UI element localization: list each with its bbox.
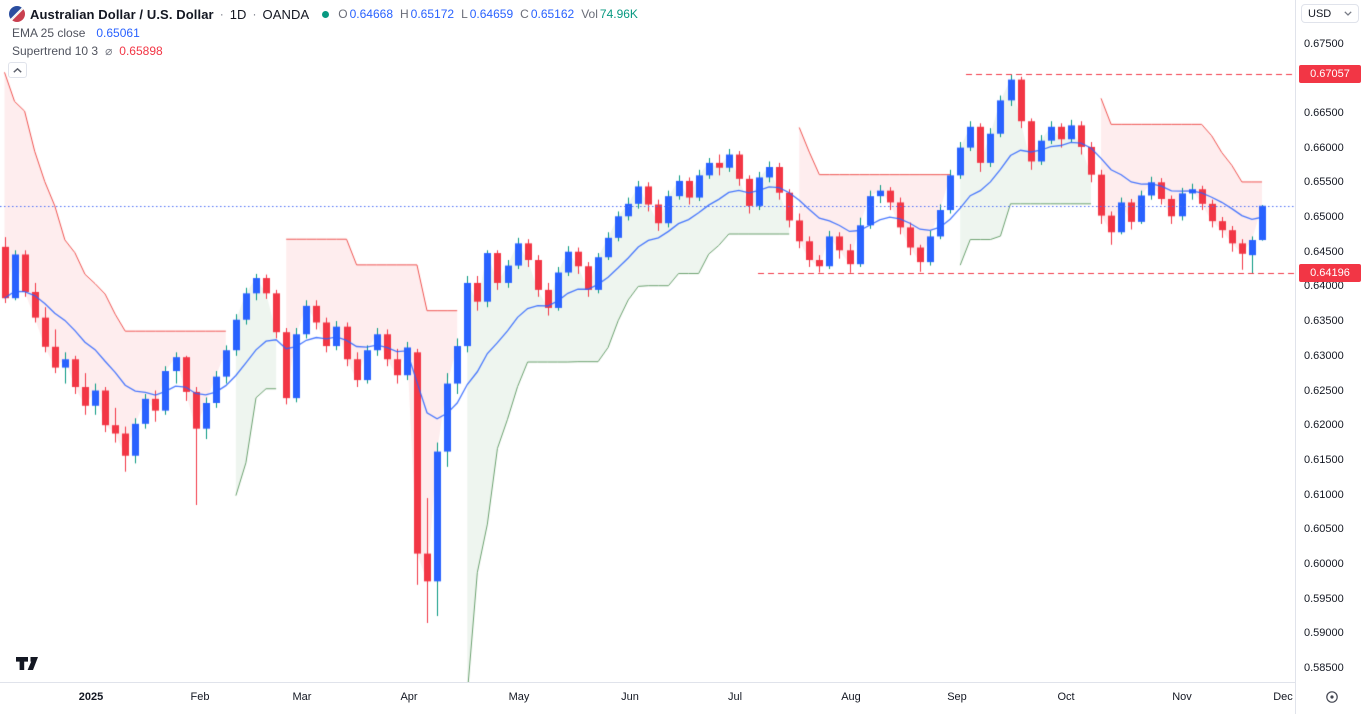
symbol-icon [9,6,25,22]
currency-dropdown[interactable]: USD [1301,4,1359,23]
ema-indicator-row[interactable]: EMA 25 close 0.65061 [8,25,143,41]
price-tick-label: 0.65500 [1304,176,1344,189]
time-tick-label: 2025 [78,691,104,703]
price-tick-label: 0.59000 [1304,627,1344,640]
symbol-title[interactable]: Australian Dollar / U.S. Dollar [30,6,214,22]
supertrend-indicator-value: 0.65898 [119,44,163,58]
exchange-label[interactable]: OANDA [262,6,310,22]
volume-label: Vol [581,7,598,21]
price-tick-label: 0.65000 [1304,211,1344,223]
time-tick-label: Nov [1172,691,1192,703]
chevron-down-icon [1344,11,1352,16]
time-tick-label: May [508,691,530,703]
time-tick-label: Aug [841,691,861,703]
time-tick-label: Dec [1273,691,1293,703]
price-tick-label: 0.63500 [1304,315,1344,328]
price-axis[interactable]: USD 0.67500 0.66500 0.66000 0.65500 0.65000 0… [1295,0,1366,714]
volume-value: 74.96K [599,7,638,21]
price-tick-label: 0.62000 [1304,419,1344,432]
open-label: O [338,7,348,21]
price-level-badge: 0.67057 [1299,65,1361,84]
time-tick-label: Oct [1057,691,1075,703]
ohlc-values: O 0.64668 H 0.65172 L 0.64659 C 0.65162 Vol 7… [338,7,638,21]
price-tick-label: 0.60000 [1304,558,1344,570]
close-value: 0.65162 [530,7,575,21]
symbol-row: Australian Dollar / U.S. Dollar · 1D · O… [8,5,641,23]
price-tick-label: 0.67500 [1304,37,1344,50]
time-tick-label: Mar [292,691,312,703]
open-value: 0.64668 [349,7,393,21]
ema-indicator-name: EMA 25 close [12,26,86,40]
title-separator: · [219,7,224,21]
market-status-icon [322,10,330,18]
ema-indicator-value: 0.65061 [96,26,140,40]
time-tick-label: Jul [727,691,743,703]
time-tick-label: Jun [621,691,639,703]
low-value: 0.64659 [469,7,514,21]
time-axis[interactable]: 2025 Feb Mar Apr May Jun Jul Aug Sep Oct Nov Dec [0,682,1295,714]
price-tick-label: 0.58500 [1304,662,1344,675]
price-tick-label: 0.61000 [1304,488,1344,501]
price-tick-label: 0.64000 [1304,280,1344,293]
title-separator: · [252,7,257,21]
price-tick-label: 0.62500 [1304,384,1344,397]
price-tick-label: 0.66500 [1304,106,1344,119]
price-tick-label: 0.61500 [1304,453,1344,466]
supertrend-indicator-name: Supertrend 10 3 [12,44,99,58]
price-level-badge: 0.64196 [1299,263,1361,282]
price-tick-label: 0.63000 [1304,349,1344,362]
high-value: 0.65172 [410,7,455,21]
price-tick-label: 0.66000 [1304,141,1344,154]
low-label: L [461,7,468,21]
time-tick-label: Apr [400,691,418,703]
average-symbol: ⌀ [105,44,113,58]
close-label: C [520,7,529,21]
time-tick-label: Sep [947,691,967,703]
high-label: H [400,7,409,21]
collapse-indicators-button[interactable] [8,62,27,78]
price-tick-label: 0.59500 [1304,592,1344,605]
chevron-up-icon [13,67,22,73]
supertrend-indicator-row[interactable]: Supertrend 10 3 ⌀ 0.65898 [8,43,166,59]
chart-legend: Australian Dollar / U.S. Dollar · 1D · O… [8,5,641,78]
time-tick-label: Feb [190,691,210,703]
interval-label[interactable]: 1D [229,6,247,22]
price-tick-label: 0.60500 [1304,523,1344,536]
tradingview-logo[interactable] [14,654,44,673]
scale-settings-icon[interactable] [1324,689,1340,705]
currency-dropdown-value: USD [1308,7,1332,20]
price-tick-label: 0.64500 [1304,245,1344,258]
price-chart-canvas[interactable] [0,0,1295,682]
